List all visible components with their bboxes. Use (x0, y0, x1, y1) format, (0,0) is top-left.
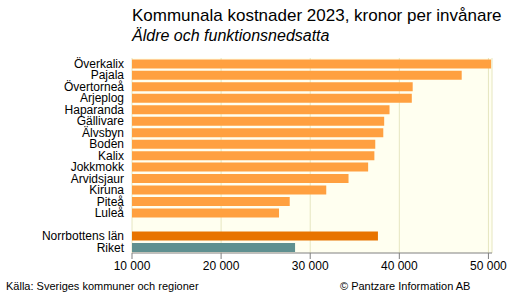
svg-text:Arvidsjaur: Arvidsjaur (70, 171, 124, 186)
svg-text:20 000: 20 000 (203, 259, 240, 273)
html-text:Äldre och funktionsnedsatta: Äldre och funktionsnedsatta (132, 27, 330, 44)
html-text:Kommunala kostnader 2023, kron: Kommunala kostnader 2023, kronor per inv… (132, 6, 502, 25)
svg-text:Riket: Riket (97, 241, 125, 255)
svg-text:Haparanda: Haparanda (64, 102, 124, 117)
svg-text:Kalix: Kalix (98, 148, 124, 163)
svg-text:Älvsbyn: Älvsbyn (82, 125, 124, 140)
svg-text:Överkalix: Överkalix (74, 57, 124, 71)
svg-text:Luleå: Luleå (95, 206, 125, 220)
html-text:Källa: Sveriges kommuner och r: Källa: Sveriges kommuner och regioner (6, 280, 199, 292)
svg-text:Norrbottens län: Norrbottens län (42, 229, 124, 244)
svg-text:Gällivare: Gällivare (76, 114, 124, 129)
svg-text:Övertorneå: Övertorneå (64, 79, 124, 94)
svg-text:50 000: 50 000 (470, 259, 507, 273)
svg-text:Jokkmokk: Jokkmokk (70, 160, 124, 175)
svg-text:Arjeplog: Arjeplog (80, 91, 124, 106)
svg-text:10 000: 10 000 (114, 259, 151, 273)
svg-text:40 000: 40 000 (381, 259, 418, 273)
svg-text:Boden: Boden (89, 137, 124, 152)
html-text:© Pantzare Information AB: © Pantzare Information AB (340, 280, 471, 292)
svg-text:Pajala: Pajala (90, 68, 124, 83)
svg-text:Piteå: Piteå (96, 194, 124, 209)
svg-text:30 000: 30 000 (292, 259, 329, 273)
svg-text:Kiruna: Kiruna (89, 183, 124, 198)
